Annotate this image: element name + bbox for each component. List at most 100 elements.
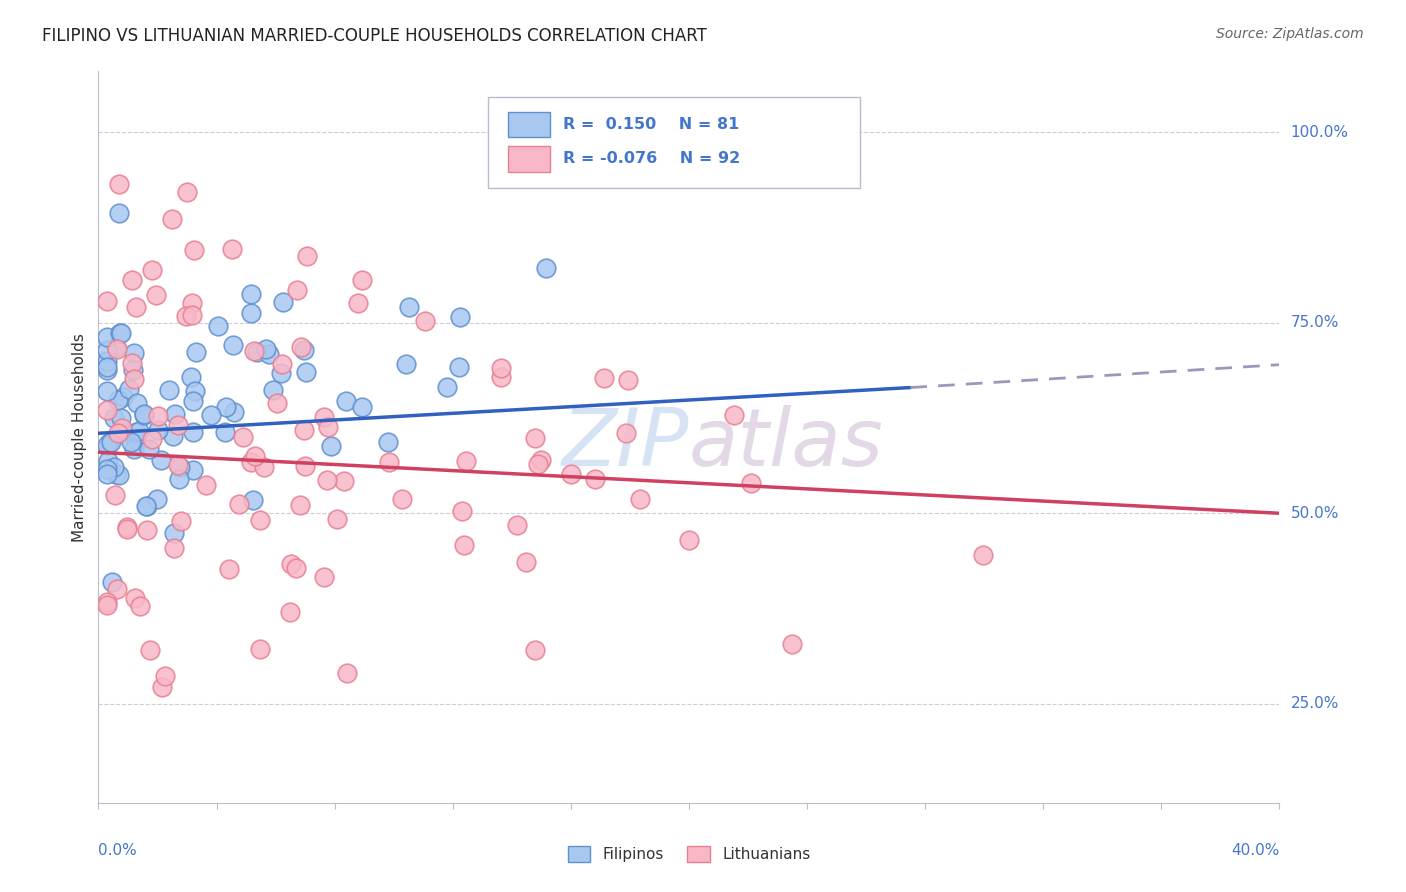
Point [524,643,547,657]
Text: 75.0%: 75.0% [1291,315,1339,330]
Point [108,467,131,482]
Point [146,409,169,423]
Point [184,384,207,399]
Point [316,419,339,434]
Point [186,344,208,359]
Point [181,425,204,440]
Point [413,314,436,328]
Point [169,472,191,486]
Point [115,519,138,533]
Point [243,449,266,463]
Point [110,424,132,438]
Point [398,300,420,314]
Point [292,343,315,358]
Point [284,561,307,575]
Point [395,357,418,371]
Point [105,342,128,356]
Point [278,605,301,619]
Point [326,512,349,526]
Point [335,394,357,409]
Point [228,497,250,511]
Point [515,555,537,569]
Point [118,383,141,397]
Point [150,681,173,695]
Point [108,177,131,191]
Text: atlas: atlas [689,405,884,483]
Point [120,435,142,450]
Point [221,242,243,256]
Point [96,330,118,344]
Point [169,459,191,474]
Point [200,408,222,422]
Point [378,455,401,469]
Point [312,570,335,584]
Point [104,467,127,481]
Text: 40.0%: 40.0% [1232,843,1279,858]
Point [249,641,271,656]
Point [165,407,187,421]
Point [132,409,155,423]
Point [183,463,205,477]
Text: 25.0%: 25.0% [1291,697,1339,711]
Point [125,300,148,314]
Point [350,401,373,415]
Point [96,598,118,612]
Point [139,642,162,657]
Point [628,491,651,506]
Point [107,392,129,407]
Point [108,326,131,340]
Point [449,360,471,375]
Point [96,354,118,368]
Y-axis label: Married-couple Households: Married-couple Households [72,333,87,541]
Point [141,432,163,446]
Point [316,473,339,487]
Point [122,346,145,360]
Point [391,491,413,506]
Point [167,458,190,472]
Point [266,395,288,409]
Text: ZIP: ZIP [561,405,689,483]
Point [180,370,202,384]
Point [145,288,167,302]
Text: 0.0%: 0.0% [98,843,138,858]
Point [146,492,169,507]
Point [98,435,121,450]
Point [101,574,124,589]
Point [972,548,994,562]
Text: FILIPINO VS LITHUANIAN MARRIED-COUPLE HOUSEHOLDS CORRELATION CHART: FILIPINO VS LITHUANIAN MARRIED-COUPLE HO… [42,27,707,45]
Point [122,372,145,386]
Point [252,459,274,474]
Point [780,636,803,650]
Point [560,467,582,481]
Point [129,599,152,614]
Point [136,524,159,538]
Point [346,296,368,310]
Point [295,365,318,379]
Point [723,408,745,422]
Point [530,453,553,467]
Point [489,361,512,376]
Point [593,371,616,385]
Point [110,326,132,341]
Point [214,425,236,440]
Point [207,318,229,333]
Point [456,453,478,467]
Point [436,380,458,394]
Text: 100.0%: 100.0% [1291,125,1348,140]
Point [526,457,548,471]
Point [105,582,128,596]
Point [96,595,118,609]
Point [97,453,120,467]
Point [489,370,512,384]
Point [292,424,315,438]
Point [96,293,118,308]
Point [450,504,472,518]
Point [262,383,284,397]
Point [257,347,280,361]
Legend: Filipinos, Lithuanians: Filipinos, Lithuanians [561,840,817,868]
Point [617,373,640,387]
Point [270,366,292,380]
Point [176,186,198,200]
Point [125,434,148,448]
Point [232,430,254,444]
